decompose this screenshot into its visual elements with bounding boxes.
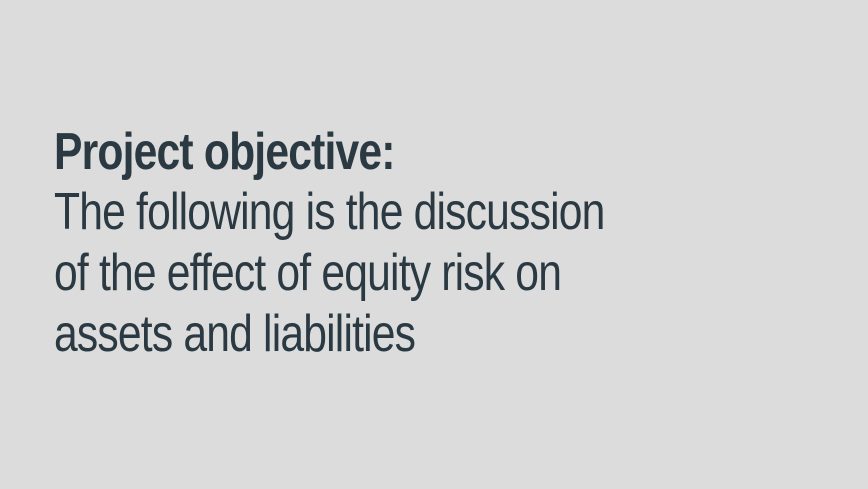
slide-heading: Project objective: [54, 123, 396, 181]
body-text-line-1: The following is the discussion [54, 183, 605, 241]
body-text-line-3: assets and liabilities [54, 305, 416, 363]
slide-content: Project objective: The following is the … [54, 122, 814, 365]
body-text-line-2: of the effect of equity risk on [54, 244, 562, 302]
